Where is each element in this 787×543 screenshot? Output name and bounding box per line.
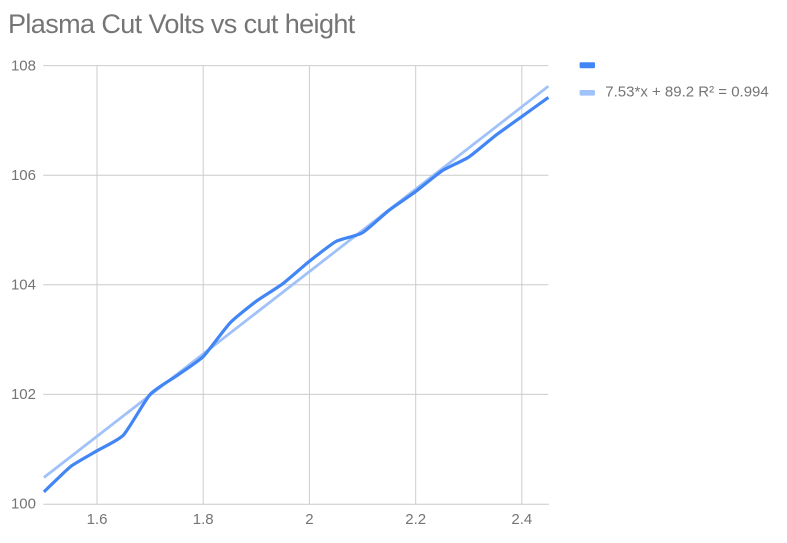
svg-text:100: 100 xyxy=(11,496,36,513)
svg-text:1.8: 1.8 xyxy=(193,511,214,528)
svg-text:2.2: 2.2 xyxy=(405,511,426,528)
svg-text:106: 106 xyxy=(11,167,36,184)
svg-text:2.4: 2.4 xyxy=(511,511,532,528)
svg-text:1.6: 1.6 xyxy=(87,511,108,528)
svg-text:102: 102 xyxy=(11,386,36,403)
svg-text:104: 104 xyxy=(11,277,36,294)
svg-text:2: 2 xyxy=(305,511,313,528)
svg-text:108: 108 xyxy=(11,57,36,74)
svg-text:Plasma Cut Volts vs cut height: Plasma Cut Volts vs cut height xyxy=(8,9,356,39)
svg-text:7.53*x + 89.2 R² = 0.994: 7.53*x + 89.2 R² = 0.994 xyxy=(605,84,768,101)
